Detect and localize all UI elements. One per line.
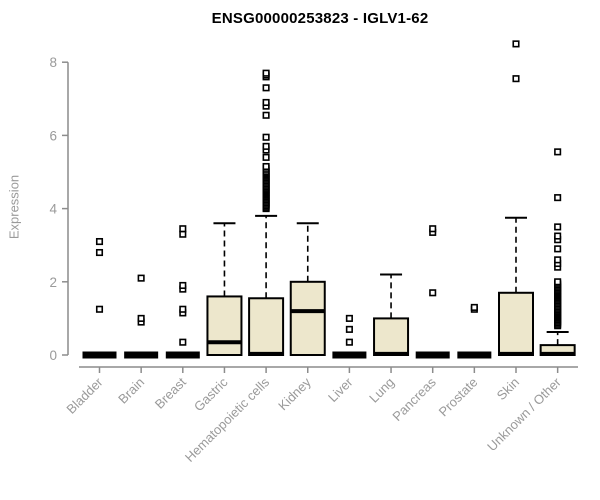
outlier-point [512,75,520,83]
box-bladder [82,351,117,359]
box-kidney [289,280,326,356]
outlier-point [554,245,562,253]
x-tick-label: Kidney [275,374,314,413]
outlier-point [262,111,270,119]
outlier-point [470,303,478,311]
outlier-point [429,289,437,297]
outlier-point [345,314,353,322]
outlier-point [137,274,145,282]
outlier-point [429,225,437,233]
box-liver [332,351,367,359]
outlier-point [137,314,145,322]
outlier-point [95,305,104,313]
outlier-point [179,305,187,313]
outlier-point [262,84,270,92]
y-tick-label: 8 [49,55,57,70]
y-tick-label: 2 [49,275,57,290]
outlier-point [554,232,562,240]
outlier-point [262,162,270,171]
box-prostate [457,351,492,359]
outlier-point [179,281,187,290]
outlier-point [512,40,520,48]
outlier-point [262,142,270,150]
outlier-point [179,338,187,346]
outlier-point [262,98,270,107]
x-tick-label: Prostate [436,375,481,420]
outlier-point [262,153,270,161]
y-tick-label: 4 [49,202,57,217]
outlier-point [554,256,562,264]
x-tick-label: Brain [115,375,147,407]
outlier-point [95,237,104,246]
x-tick-label: Skin [494,375,522,403]
outlier-point [554,278,562,286]
x-tick-label: Liver [325,374,356,405]
chart-title: ENSG00000253823 - IGLV1-62 [211,10,429,27]
box-hematopoietic-cells [248,297,285,356]
outlier-point [179,230,187,238]
outlier-point [179,225,187,233]
box-gastric [206,295,243,357]
x-tick-label: Breast [152,374,189,411]
y-tick-label: 0 [49,348,57,363]
outlier-point [554,223,562,231]
outlier-point [345,338,353,346]
x-tick-label: Pancreas [389,374,439,424]
outlier-point [554,148,562,156]
outlier-point [345,325,353,333]
outlier-point [554,194,562,202]
outlier-point [262,133,270,141]
x-tick-label: Unknown / Other [484,374,564,454]
box-skin [498,291,534,356]
box-lung [373,317,410,356]
x-tick-label: Bladder [63,374,106,417]
x-tick-label: Lung [366,375,397,406]
box-pancreas [415,351,450,359]
y-tick-label: 6 [49,128,57,143]
box-brain [124,351,159,359]
x-tick-label: Gastric [191,374,231,414]
outlier-point [95,248,104,257]
box-breast [165,351,200,359]
outlier-point [262,69,270,77]
